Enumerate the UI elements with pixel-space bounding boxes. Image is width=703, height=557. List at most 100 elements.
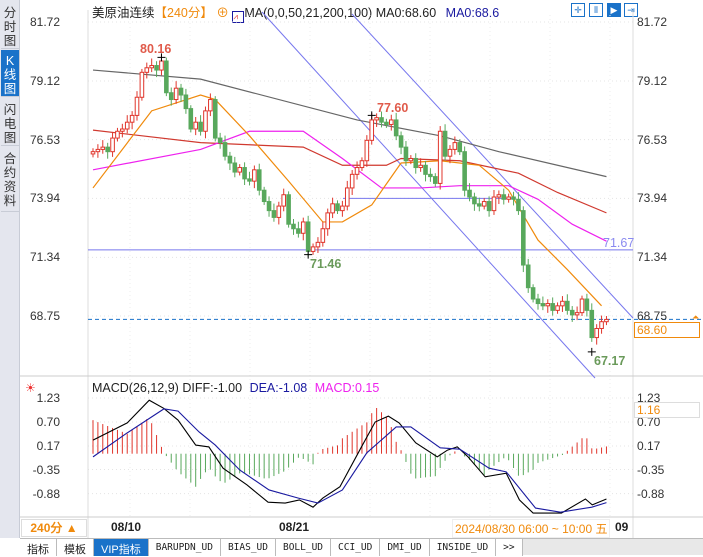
exit-icon[interactable]: ⇥	[624, 3, 638, 17]
candle-down	[217, 137, 223, 144]
candle-down	[403, 146, 409, 162]
tab-indicator[interactable]: 指标	[20, 539, 57, 556]
y-tick-right: 71.34	[637, 250, 668, 265]
low-label-2: 67.17	[594, 354, 626, 368]
expand-up-icon[interactable]: ⏶	[692, 312, 700, 322]
tab-bias[interactable]: BIAS_UD	[220, 539, 276, 556]
candle-down	[398, 135, 404, 148]
candle-down	[589, 309, 595, 339]
candle-up	[369, 119, 375, 141]
tab-template[interactable]: 模板	[57, 539, 94, 556]
candle-up	[320, 228, 326, 243]
candle-down	[105, 146, 110, 153]
candle-down	[286, 194, 291, 225]
low-label-1: 71.46	[310, 257, 342, 271]
candle-down	[261, 189, 267, 203]
tabs-more-button[interactable]: >>	[496, 539, 523, 556]
candle-up	[124, 121, 130, 130]
candle-up	[364, 139, 370, 162]
macd-diff-line	[92, 399, 607, 514]
candle-down	[164, 60, 169, 94]
tab-vip-indicator[interactable]: VIP指标	[94, 539, 149, 556]
ma0-value: MA0:68.60	[375, 6, 437, 20]
ma-params: MA(0,0,50,21,200,100)	[244, 6, 373, 20]
candle-down	[379, 117, 384, 123]
candle-up	[325, 212, 331, 230]
candle-down	[525, 264, 531, 289]
indicator-sun-icon[interactable]: ☀	[25, 381, 36, 395]
candle-up	[310, 246, 316, 252]
y-tick-right: 79.12	[637, 73, 668, 88]
candle-up	[276, 205, 282, 218]
range-icon[interactable]: ⫴	[589, 3, 603, 17]
candle-up	[344, 187, 350, 207]
macd-title: MACD(26,12,9)	[92, 381, 179, 395]
level-label: 71.67	[603, 236, 635, 250]
macd-tick-right: 0.70	[637, 414, 661, 429]
candle-down	[198, 121, 203, 132]
macd-tick-left: -0.35	[32, 462, 60, 477]
candle-up	[349, 173, 355, 189]
candle-down	[413, 157, 419, 169]
tab-barupdn[interactable]: BARUPDN_UD	[148, 539, 221, 556]
extreme-marker	[157, 53, 166, 62]
candle-up	[315, 241, 321, 248]
grid	[88, 15, 633, 517]
chart-legend: 美原油连续【240分】 ⊕ ⩘ MA(0,0,50,21,200,100) MA0…	[92, 2, 499, 23]
candle-down	[423, 164, 428, 175]
chart-canvas[interactable]	[0, 0, 703, 538]
candle-up	[134, 96, 140, 116]
y-tick-left: 79.12	[29, 73, 60, 88]
sidebar: 分时图 K线图 闪电图 合约资料	[0, 0, 20, 538]
candle-up	[491, 196, 497, 212]
candle-down	[477, 203, 482, 207]
candles	[90, 53, 609, 356]
candle-down	[154, 65, 159, 71]
candle-down	[384, 121, 389, 125]
period-button[interactable]: 240分 ▲	[21, 519, 87, 537]
extreme-marker	[587, 347, 596, 356]
current-price-box: 68.60	[634, 322, 700, 338]
candle-down	[565, 300, 570, 311]
tab-boll[interactable]: BOLL_UD	[275, 539, 332, 556]
settings-icon[interactable]: ⊕	[216, 6, 229, 20]
candle-up	[252, 169, 257, 182]
candle-up	[604, 318, 609, 323]
candle-up	[340, 205, 345, 212]
candle-up	[506, 196, 511, 200]
candle-down	[433, 176, 438, 184]
candle-up	[115, 130, 120, 139]
crosshair-icon[interactable]: ✛	[571, 3, 585, 17]
macd-value: MACD:0.15	[314, 381, 380, 395]
candle-up	[447, 148, 453, 157]
extreme-marker	[304, 250, 313, 259]
channel-lines	[88, 11, 703, 379]
candle-down	[550, 303, 555, 311]
candle-up	[599, 321, 604, 329]
macd-tick-right: -0.35	[637, 462, 665, 477]
macd-diff: DIFF:-1.00	[182, 381, 243, 395]
tab-timeshare[interactable]: 分时图	[1, 2, 19, 49]
tab-dmi[interactable]: DMI_UD	[380, 539, 430, 556]
tab-kline[interactable]: K线图	[1, 50, 19, 97]
tab-inside[interactable]: INSIDE_UD	[429, 539, 497, 556]
tab-contract-info[interactable]: 合约资料	[1, 148, 19, 212]
high-label-2: 77.60	[377, 101, 409, 115]
candle-up	[579, 298, 585, 314]
chart-icon[interactable]: ⩘	[232, 11, 245, 23]
bottom-tabs: 指标 模板 VIP指标 BARUPDN_UD BIAS_UD BOLL_UD C…	[20, 538, 703, 556]
tab-cci[interactable]: CCI_UD	[331, 539, 381, 556]
candle-up	[330, 203, 335, 214]
candle-down	[521, 210, 526, 266]
candle-down	[188, 108, 194, 130]
candle-down	[462, 151, 467, 191]
tab-flash[interactable]: 闪电图	[1, 99, 19, 146]
cursor-time-label: 2024/08/30 06:00 ~ 10:00 五	[452, 519, 611, 538]
candle-up	[354, 167, 360, 175]
candle-up	[237, 167, 242, 173]
cursor-icon[interactable]: ▶	[607, 3, 621, 17]
macd-tick-right: -0.88	[637, 486, 665, 501]
candle-up	[208, 99, 213, 112]
candle-up	[574, 312, 580, 316]
macd-tick-left: 1.23	[36, 390, 60, 405]
